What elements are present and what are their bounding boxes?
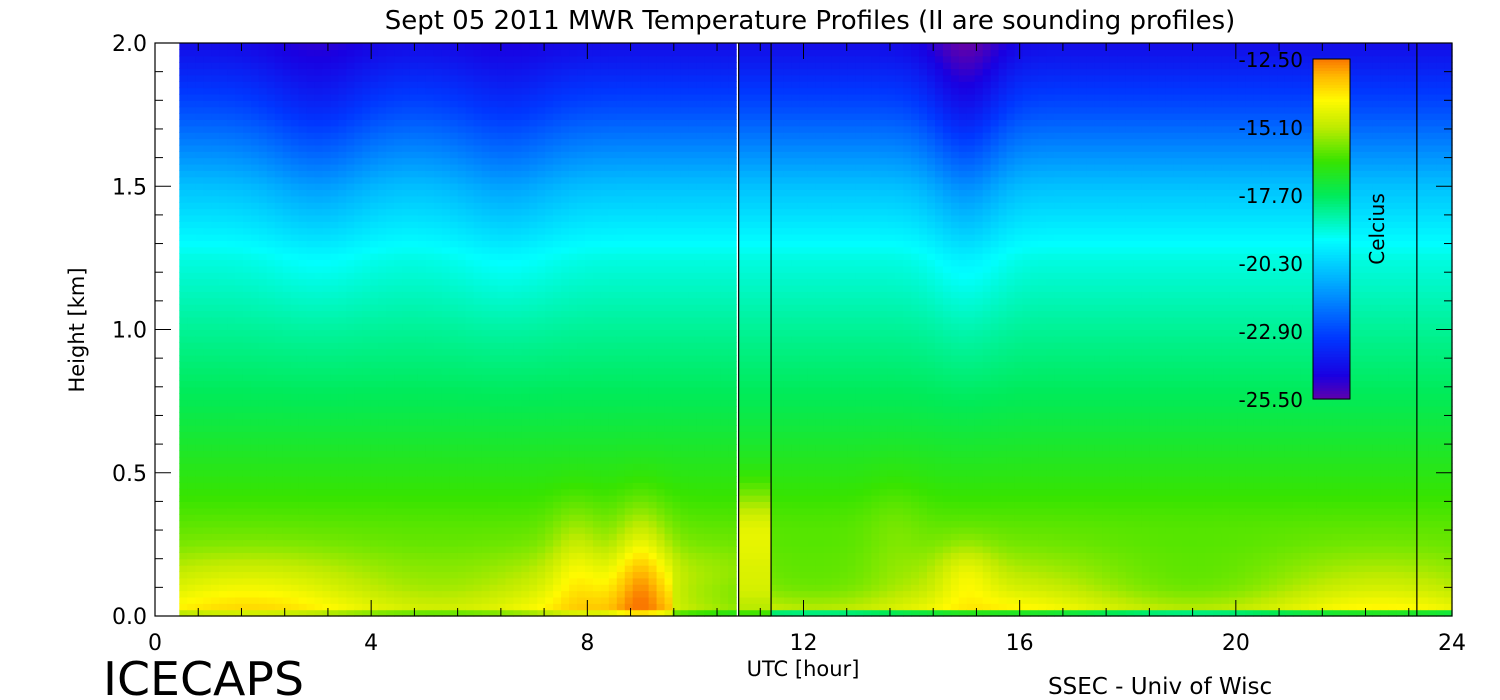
y-tick-label: 0.0 [112, 605, 147, 630]
colorbar-label: Celcius [1365, 193, 1389, 264]
y-tick-label: 1.5 [112, 175, 147, 200]
colorbar-tick-label: -22.90 [1239, 320, 1303, 344]
x-axis-label: UTC [hour] [747, 657, 860, 681]
colorbar-tick-label: -12.50 [1239, 48, 1303, 72]
colorbar-tick-label: -25.50 [1239, 388, 1303, 412]
colorbar-tick-label: -15.10 [1239, 116, 1303, 140]
y-tick-label: 1.0 [112, 319, 147, 344]
axis-ticks: 0 4 8 12 16 20 24 0.0 0.5 1.0 1.5 2.0 [112, 32, 1466, 656]
footer-credit: SSEC - Univ of Wisc [1048, 674, 1272, 700]
colorbar-frame [1312, 58, 1351, 400]
sounding-markers [738, 43, 1418, 616]
x-tick-label: 4 [364, 631, 378, 656]
y-tick-label: 2.0 [112, 32, 147, 57]
chart-title: Sept 05 2011 MWR Temperature Profiles (I… [385, 6, 1236, 36]
colorbar-tick-label: -17.70 [1239, 184, 1303, 208]
x-tick-label: 12 [790, 631, 818, 656]
footer-logo-icecaps: ICECAPS [103, 652, 304, 700]
y-axis-label: Height [km] [65, 267, 89, 392]
x-tick-label: 20 [1222, 631, 1250, 656]
x-tick-label: 16 [1006, 631, 1034, 656]
x-tick-label: 0 [148, 631, 162, 656]
colorbar: -12.50 -15.10 -17.70 -20.30 -22.90 -25.50 [1239, 48, 1351, 412]
y-tick-label: 0.5 [112, 462, 147, 487]
x-tick-label: 24 [1438, 631, 1466, 656]
x-tick-label: 8 [580, 631, 594, 656]
heatmap-plot [179, 43, 1453, 617]
colorbar-tick-label: -20.30 [1239, 252, 1303, 276]
